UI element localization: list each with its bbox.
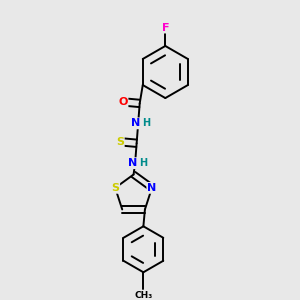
- Text: F: F: [162, 22, 169, 33]
- Text: N: N: [131, 118, 140, 128]
- Text: H: H: [142, 118, 150, 128]
- Text: O: O: [118, 97, 128, 107]
- Text: N: N: [147, 183, 157, 193]
- Text: S: S: [116, 137, 124, 147]
- Text: CH₃: CH₃: [134, 291, 152, 300]
- Text: H: H: [139, 158, 147, 168]
- Text: S: S: [111, 183, 119, 193]
- Text: N: N: [128, 158, 137, 168]
